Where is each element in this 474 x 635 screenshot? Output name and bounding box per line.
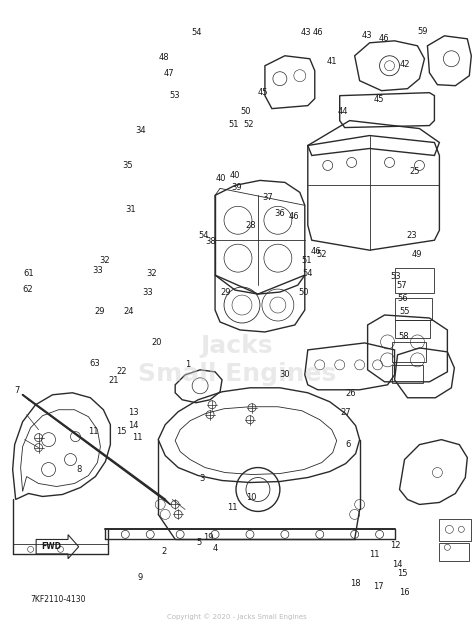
Text: 43: 43 xyxy=(300,28,311,37)
Text: 33: 33 xyxy=(92,265,103,274)
Text: 56: 56 xyxy=(397,294,408,303)
Text: 50: 50 xyxy=(240,107,251,116)
Text: 17: 17 xyxy=(374,582,384,591)
Text: 26: 26 xyxy=(345,389,356,398)
Text: 59: 59 xyxy=(418,27,428,36)
Text: 34: 34 xyxy=(135,126,146,135)
Text: 47: 47 xyxy=(163,69,174,78)
Text: 3: 3 xyxy=(199,474,204,483)
Text: 63: 63 xyxy=(89,359,100,368)
Text: 14: 14 xyxy=(392,560,403,569)
Text: 45: 45 xyxy=(374,95,384,104)
Text: 35: 35 xyxy=(122,161,133,170)
Text: 27: 27 xyxy=(340,408,351,417)
Text: 8: 8 xyxy=(76,465,82,474)
Text: 37: 37 xyxy=(262,192,273,202)
Text: 32: 32 xyxy=(100,256,110,265)
Text: 48: 48 xyxy=(158,53,169,62)
Text: Copyright © 2020 - Jacks Small Engines: Copyright © 2020 - Jacks Small Engines xyxy=(167,614,307,620)
Text: 30: 30 xyxy=(279,370,290,379)
Text: 15: 15 xyxy=(397,570,408,578)
Text: 31: 31 xyxy=(125,205,136,215)
Text: 5: 5 xyxy=(197,538,202,547)
Text: 43: 43 xyxy=(362,31,372,40)
Text: 53: 53 xyxy=(390,272,401,281)
Text: 38: 38 xyxy=(206,237,217,246)
Text: 25: 25 xyxy=(409,168,419,177)
Text: 50: 50 xyxy=(298,288,309,297)
Text: 21: 21 xyxy=(109,377,119,385)
Text: 54: 54 xyxy=(302,269,313,277)
Text: FWD: FWD xyxy=(41,542,61,551)
Text: 46: 46 xyxy=(313,28,324,37)
Text: 22: 22 xyxy=(116,367,127,376)
Text: 1: 1 xyxy=(185,361,190,370)
Text: 16: 16 xyxy=(400,589,410,598)
Text: 2: 2 xyxy=(161,547,166,556)
Text: 57: 57 xyxy=(396,281,407,290)
Text: 7: 7 xyxy=(15,386,20,395)
Text: 46: 46 xyxy=(378,34,389,43)
Text: 46: 46 xyxy=(311,246,322,255)
Text: 33: 33 xyxy=(142,288,153,297)
Text: 51: 51 xyxy=(301,256,312,265)
Text: 49: 49 xyxy=(411,250,422,258)
Text: 11: 11 xyxy=(133,433,143,443)
Text: 54: 54 xyxy=(191,28,202,37)
Text: 39: 39 xyxy=(232,184,242,192)
Text: 11: 11 xyxy=(369,551,379,559)
Text: 55: 55 xyxy=(400,307,410,316)
Text: 58: 58 xyxy=(398,332,409,341)
Text: 52: 52 xyxy=(244,120,254,129)
Text: 44: 44 xyxy=(338,107,348,116)
Text: 61: 61 xyxy=(24,269,34,277)
Text: 12: 12 xyxy=(390,541,401,550)
Text: 28: 28 xyxy=(246,221,256,231)
Text: 62: 62 xyxy=(23,284,34,293)
Text: 40: 40 xyxy=(229,171,240,180)
Text: 54: 54 xyxy=(199,231,209,239)
Text: 24: 24 xyxy=(123,307,134,316)
Text: 53: 53 xyxy=(169,91,180,100)
Text: Jacks
Small Engines: Jacks Small Engines xyxy=(138,334,336,386)
Text: 9: 9 xyxy=(137,573,143,582)
Text: 32: 32 xyxy=(146,269,157,277)
Text: 14: 14 xyxy=(128,420,138,430)
Text: 20: 20 xyxy=(151,338,162,347)
Text: 36: 36 xyxy=(274,208,285,218)
Text: 19: 19 xyxy=(203,533,214,542)
Text: 41: 41 xyxy=(326,57,337,65)
Text: 6: 6 xyxy=(346,439,351,449)
Text: 45: 45 xyxy=(258,88,268,97)
Text: 15: 15 xyxy=(116,427,127,436)
Text: 23: 23 xyxy=(407,231,417,239)
Text: 18: 18 xyxy=(350,579,360,588)
Text: 29: 29 xyxy=(95,307,105,316)
Text: 52: 52 xyxy=(317,250,328,258)
Text: 40: 40 xyxy=(215,174,226,183)
Text: 10: 10 xyxy=(246,493,256,502)
Text: 13: 13 xyxy=(128,408,138,417)
Text: 42: 42 xyxy=(400,60,410,69)
Text: 51: 51 xyxy=(228,120,238,129)
Text: 4: 4 xyxy=(213,544,219,553)
Text: 11: 11 xyxy=(88,427,98,436)
Text: 7KF2110-4130: 7KF2110-4130 xyxy=(31,594,86,604)
Text: 11: 11 xyxy=(227,503,237,512)
Text: 29: 29 xyxy=(220,288,230,297)
Text: 46: 46 xyxy=(288,211,299,221)
